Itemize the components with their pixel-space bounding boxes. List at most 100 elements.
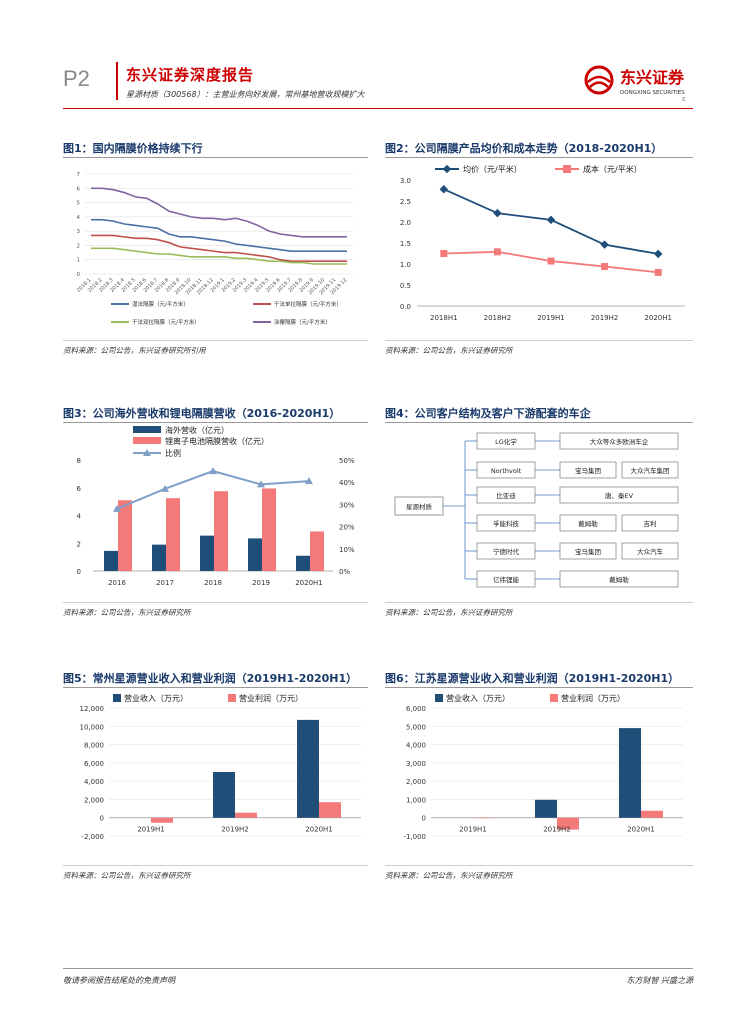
- bar-1: [557, 817, 579, 830]
- logo-cn: 东兴证券: [620, 68, 685, 87]
- legend-label: 营业收入（万元）: [446, 693, 510, 703]
- fig1-source: 资料来源：公司公告，东兴证券研究所引用: [63, 346, 206, 355]
- automaker-box: [559, 514, 617, 532]
- bar-0: [297, 719, 319, 818]
- fig4-source: 资料来源：公司公告，东兴证券研究所: [385, 608, 513, 617]
- y-tick-label: 6,000: [84, 760, 104, 768]
- x-tick-label: 2018H1: [430, 314, 458, 322]
- y-tick-label: 3,000: [406, 760, 426, 768]
- x-tick-label: 2019H2: [221, 826, 249, 834]
- automaker-label: 吉利: [644, 519, 657, 528]
- y-tick-label: 2.0: [400, 219, 411, 227]
- legend-label: 均价（元/平米）: [463, 164, 522, 174]
- y-tick-label: 12,000: [80, 705, 105, 713]
- fig3-rule: [63, 422, 368, 423]
- bar-0: [104, 550, 118, 571]
- y-tick-label: 2: [77, 540, 81, 548]
- legend-label: 海外营收（亿元）: [165, 425, 229, 435]
- legend-swatch: [550, 694, 558, 702]
- fig2-title: 图2：公司隔膜产品均价和成本走势（2018-2020H1）: [385, 142, 663, 155]
- fig1-bottom-rule: [63, 340, 368, 341]
- series-line-1: [91, 234, 347, 262]
- y-tick-label: 0.5: [400, 282, 411, 290]
- y-tick-label: 0: [77, 272, 81, 278]
- legend-label: 营业收入（万元）: [124, 693, 188, 703]
- ratio-point: [161, 484, 169, 492]
- fig2-chart: 0.0 0.5 1.0 1.5 2.0 2.5 3.0 2018H1 2018H2 2019H1 2…: [400, 164, 685, 322]
- ratio-line: [116, 470, 310, 510]
- y2-tick-label: 40%: [339, 479, 355, 487]
- y-tick-label: 8,000: [84, 742, 104, 750]
- x-tick-label: 2018H2: [484, 314, 512, 322]
- legend-swatch: [435, 694, 443, 702]
- series-line-0: [91, 218, 347, 252]
- ratio-point: [305, 477, 313, 485]
- data-point: [439, 184, 449, 194]
- x-tick-label: 2019H2: [591, 314, 619, 322]
- fig1-rule: [63, 157, 368, 158]
- y2-tick-label: 0%: [339, 568, 350, 576]
- y2-tick-label: 50%: [339, 457, 355, 465]
- data-point: [546, 215, 556, 225]
- bar-0: [535, 799, 557, 818]
- y-tick-label: 2.5: [400, 198, 411, 206]
- legend-swatch: [133, 426, 161, 433]
- customer-label: 孚能科技: [493, 519, 520, 528]
- y-tick-label: 0.0: [400, 303, 411, 311]
- report-subtitle: 星源材质（300568）：主营业务向好发展，常州基地营收规模扩大: [126, 90, 365, 99]
- center-label: 星源材质: [406, 502, 433, 511]
- logo-en: DONGXING SECURITIES: [620, 90, 685, 96]
- x-tick-label: 2016: [108, 579, 126, 587]
- automaker-label: 大众汽车: [637, 547, 664, 556]
- fig3-chart: 0 2 4 6 8 0% 10% 20% 30% 40% 50% 2016 2017 2018 2019 20…: [77, 425, 355, 587]
- header-rule: [63, 108, 693, 109]
- legend-label: 成本（元/平米）: [583, 164, 642, 174]
- bar-1: [473, 817, 495, 819]
- fig6-rule: [385, 687, 693, 688]
- automaker-label: 宝马集团: [575, 547, 601, 556]
- x-tick-label: 2019H1: [537, 314, 565, 322]
- fig6-title: 图6：江苏星源营业收入和营业利润（2019H1-2020H1）: [385, 672, 680, 685]
- y-tick-label: 1: [77, 258, 81, 264]
- fig4-rule: [385, 422, 693, 423]
- y2-tick-label: 30%: [339, 501, 355, 509]
- automaker-box: [559, 461, 617, 479]
- y-tick-label: 0: [100, 815, 104, 823]
- bar-0: [619, 728, 641, 818]
- legend-label: 湿法隔膜（元/平方米）: [132, 300, 189, 308]
- x-tick-label: 2017: [156, 579, 174, 587]
- legend-label: 营业利润（万元）: [561, 693, 625, 703]
- bar-0: [248, 538, 262, 571]
- legend-swatch: [133, 437, 161, 444]
- fig6-bottom-rule: [385, 865, 693, 866]
- y-tick-label: 1,000: [406, 796, 426, 804]
- y-tick-label: 6: [77, 485, 82, 493]
- x-tick-label: 2020H1: [644, 314, 672, 322]
- x-tick-label: 2020H1: [627, 826, 655, 834]
- automaker-label: 唐、秦EV: [605, 491, 634, 500]
- automaker-box: [621, 461, 679, 479]
- customer-label: 宁德时代: [493, 547, 520, 556]
- bar-1: [235, 812, 257, 818]
- bar-1: [166, 498, 180, 571]
- automaker-box: [559, 542, 617, 560]
- customer-label: Northvolt: [491, 467, 522, 475]
- ratio-point: [209, 467, 217, 475]
- y-tick-label: -1,000: [403, 833, 426, 841]
- y-tick-label: 2,000: [406, 778, 426, 786]
- automaker-box: [559, 432, 679, 450]
- y-tick-label: 3.0: [400, 177, 411, 185]
- series-line-2: [91, 247, 347, 265]
- header-divider: [116, 62, 118, 100]
- automaker-label: 宝马集团: [575, 466, 601, 475]
- y-tick-label: 1.5: [400, 240, 411, 248]
- fig5-source: 资料来源：公司公告，东兴证券研究所: [63, 871, 191, 880]
- data-point: [547, 257, 555, 265]
- fig5-rule: [63, 687, 368, 688]
- bar-0: [213, 772, 235, 818]
- x-tick-label: 2018: [204, 579, 222, 587]
- y-tick-label: 1.0: [400, 261, 411, 269]
- footer-disclaimer: 敬请参阅报告结尾处的免责声明: [63, 976, 175, 985]
- fig2-bottom-rule: [385, 340, 693, 341]
